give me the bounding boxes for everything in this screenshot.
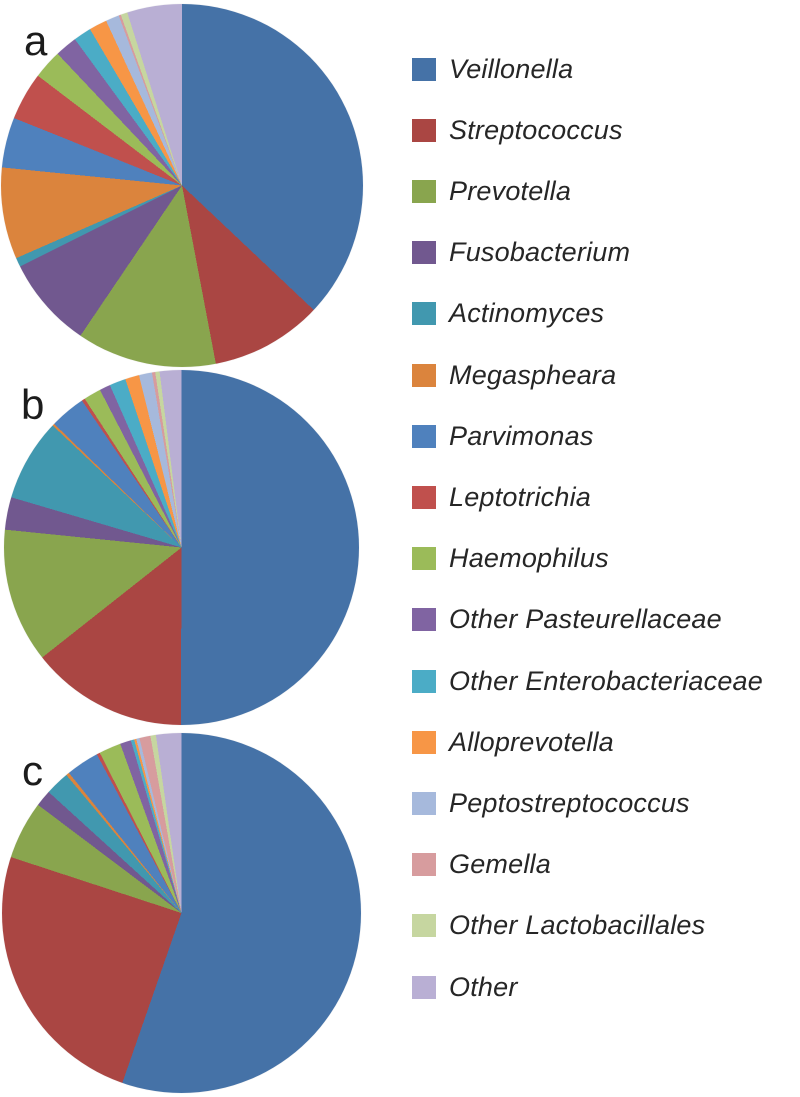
legend-swatch <box>412 302 436 326</box>
legend-swatch <box>412 853 436 877</box>
legend-label: Other Enterobacteriaceae <box>449 665 763 696</box>
pie-chart-a <box>1 4 363 367</box>
panel-label-b: b <box>21 381 45 428</box>
legend-label: Prevotella <box>449 175 572 206</box>
legend-item: Streptococcus <box>412 114 623 145</box>
legend: Veillonella Streptococcus Prevotella Fus… <box>412 0 800 1097</box>
legend-item: Haemophilus <box>412 543 609 574</box>
legend-swatch <box>412 57 436 81</box>
legend-label: Megaspheara <box>449 359 617 390</box>
legend-label: Fusobacterium <box>449 237 631 268</box>
legend-swatch <box>412 669 436 693</box>
legend-label: Actinomyces <box>449 298 605 329</box>
legend-item: Fusobacterium <box>412 237 631 268</box>
legend-item: Alloprevotella <box>412 726 614 757</box>
legend-item: Other Lactobacillales <box>412 910 706 941</box>
legend-label: Parvimonas <box>449 420 594 451</box>
legend-item: Actinomyces <box>412 298 605 329</box>
legend-swatch <box>412 608 436 632</box>
panel-label-a: a <box>24 17 48 64</box>
legend-swatch <box>412 363 436 387</box>
legend-item: Leptotrichia <box>412 481 591 512</box>
legend-swatch <box>412 424 436 448</box>
pie-chart-b <box>4 370 359 725</box>
legend-swatch <box>412 485 436 509</box>
legend-label: Veillonella <box>449 53 574 84</box>
legend-item: Peptostreptococcus <box>412 787 690 818</box>
legend-label: Alloprevotella <box>449 726 614 757</box>
legend-label: Other Pasteurellaceae <box>449 604 722 635</box>
legend-swatch <box>412 547 436 571</box>
legend-label: Peptostreptococcus <box>449 787 690 818</box>
legend-item: Parvimonas <box>412 420 594 451</box>
legend-swatch <box>412 730 436 754</box>
legend-item: Gemella <box>412 849 551 880</box>
legend-label: Other <box>449 971 518 1002</box>
legend-swatch <box>412 914 436 938</box>
legend-item: Other Pasteurellaceae <box>412 604 722 635</box>
legend-swatch <box>412 241 436 265</box>
legend-item: Other <box>412 971 518 1002</box>
legend-label: Leptotrichia <box>449 481 591 512</box>
legend-swatch <box>412 791 436 815</box>
panel-label-c: c <box>22 747 43 794</box>
legend-label: Haemophilus <box>449 543 609 574</box>
legend-label: Streptococcus <box>449 114 623 145</box>
legend-item: Prevotella <box>412 175 572 206</box>
legend-item: Veillonella <box>412 53 574 84</box>
legend-swatch <box>412 179 436 203</box>
legend-label: Other Lactobacillales <box>449 910 706 941</box>
legend-swatch <box>412 975 436 999</box>
legend-item: Other Enterobacteriaceae <box>412 665 763 696</box>
pie-chart-c <box>2 733 361 1093</box>
legend-label: Gemella <box>449 849 551 880</box>
legend-item: Megaspheara <box>412 359 617 390</box>
legend-swatch <box>412 118 436 142</box>
